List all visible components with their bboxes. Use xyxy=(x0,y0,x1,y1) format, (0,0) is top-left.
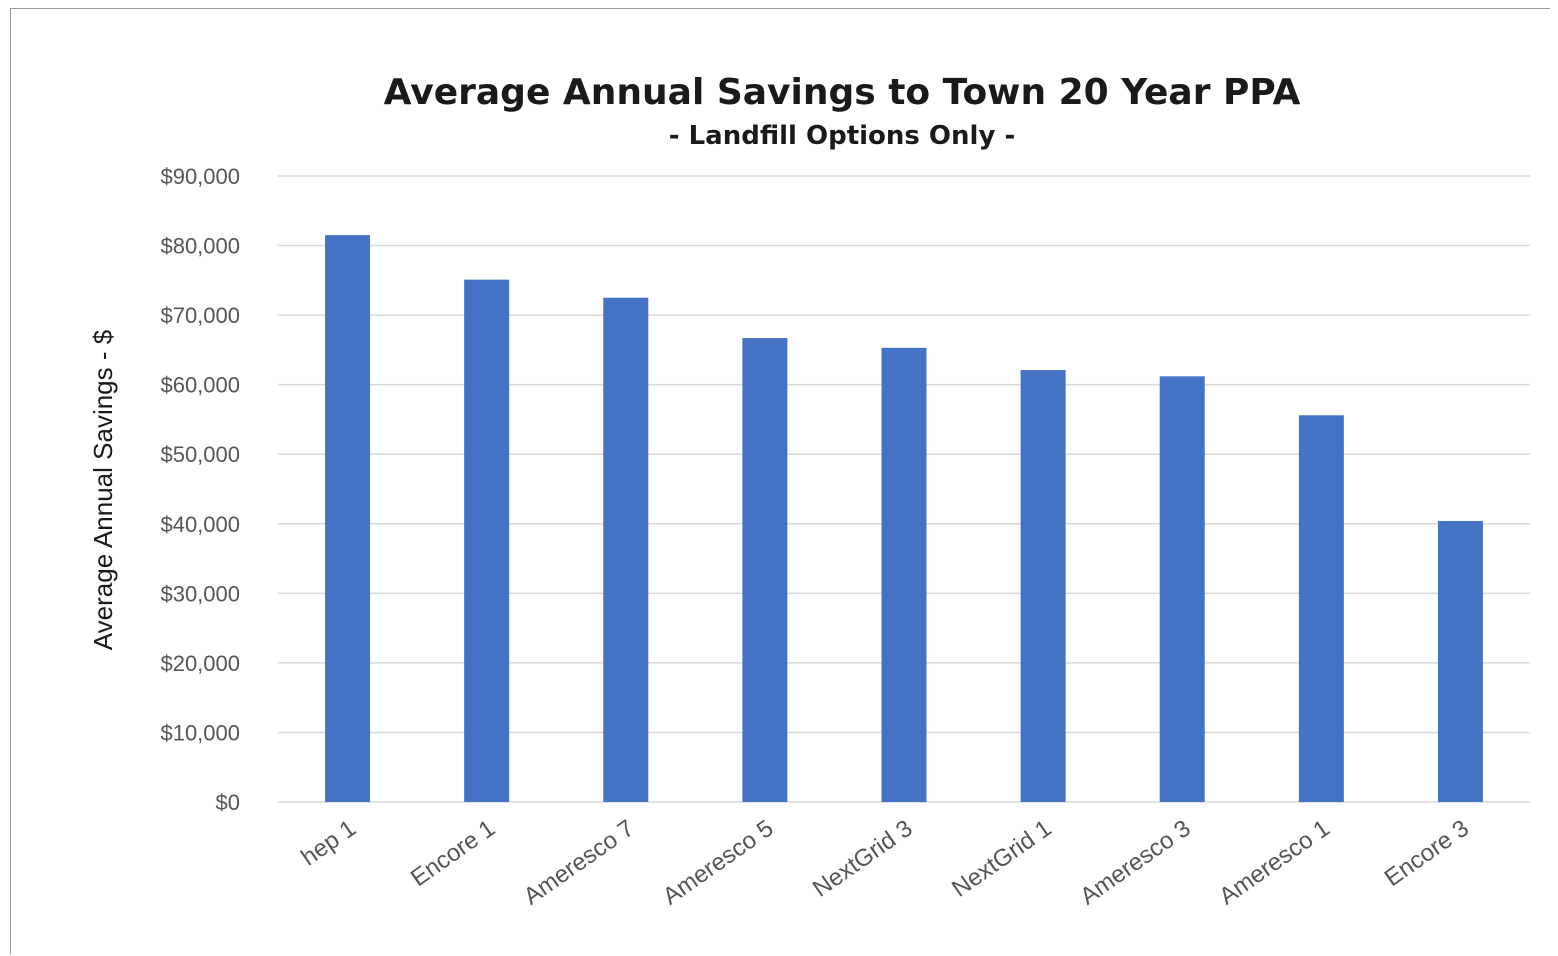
x-tick-label: Ameresco 3 xyxy=(1075,815,1195,911)
y-tick-label: $0 xyxy=(216,790,240,815)
x-tick-label: NextGrid 3 xyxy=(808,815,917,903)
y-tick-label: $80,000 xyxy=(160,234,240,259)
chart-subtitle: - Landfill Options Only - xyxy=(669,121,1016,151)
x-tick-label: NextGrid 1 xyxy=(947,815,1056,903)
y-tick-label: $30,000 xyxy=(160,581,240,606)
y-axis-label: Average Annual Savings - $ xyxy=(88,329,118,650)
x-tick-label: Ameresco 1 xyxy=(1214,815,1334,911)
y-tick-label: $50,000 xyxy=(160,442,240,467)
y-tick-label: $10,000 xyxy=(160,720,240,745)
bar xyxy=(742,338,788,802)
x-tick-label: Encore 3 xyxy=(1380,815,1474,892)
y-tick-label: $90,000 xyxy=(160,164,240,189)
x-tick-label: Encore 1 xyxy=(406,815,500,892)
bar xyxy=(464,279,510,802)
x-axis-labels: hep 1 Encore 1 Ameresco 7 Ameresco 5 NextGri… xyxy=(296,815,1474,911)
bar xyxy=(1298,415,1344,802)
bar xyxy=(325,235,371,803)
x-tick-label: hep 1 xyxy=(296,815,361,872)
chart-title: Average Annual Savings to Town 20 Year P… xyxy=(384,72,1301,113)
y-axis-ticks: $0 $10,000 $20,000 $30,000 $40,000 $50,000 $60… xyxy=(160,164,240,815)
y-tick-label: $20,000 xyxy=(160,651,240,676)
bars xyxy=(325,235,1483,803)
y-tick-label: $70,000 xyxy=(160,303,240,328)
bar xyxy=(603,297,649,802)
x-tick-label: Ameresco 7 xyxy=(519,815,639,911)
x-tick-label: Ameresco 5 xyxy=(658,815,778,911)
chart-frame xyxy=(10,8,1550,954)
bar xyxy=(1020,370,1066,802)
y-tick-label: $60,000 xyxy=(160,373,240,398)
bar xyxy=(1159,376,1205,802)
bar xyxy=(881,347,927,802)
bar xyxy=(1437,520,1483,802)
y-tick-label: $40,000 xyxy=(160,512,240,537)
